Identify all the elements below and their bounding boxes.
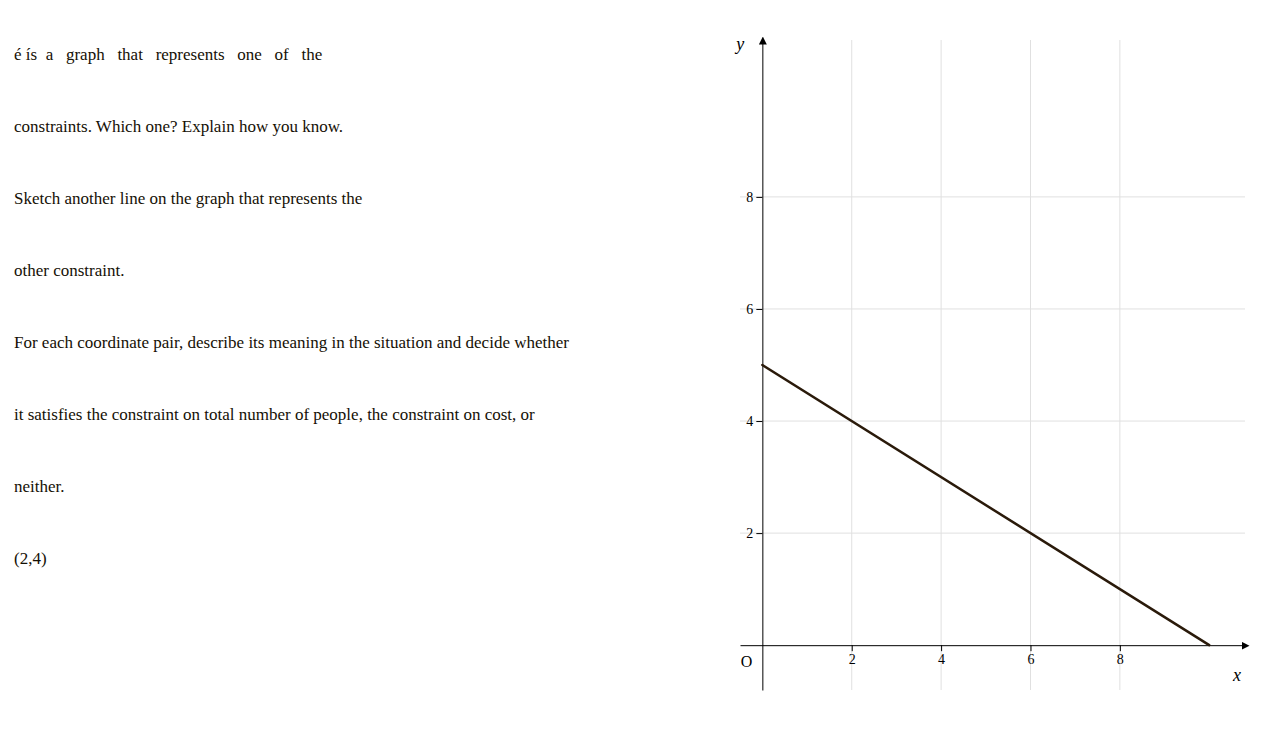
grid-line-x <box>851 40 852 690</box>
x-tick: 8 <box>1117 645 1124 667</box>
grid-line-y <box>740 196 1245 197</box>
y-tick-label: 6 <box>746 302 753 317</box>
grid-line-y <box>740 308 1245 309</box>
x-axis: 2 4 6 8 <box>741 645 1246 667</box>
x-tick-label: 2 <box>849 652 856 667</box>
y-tick-label: 8 <box>746 190 753 205</box>
y-axis-label: y <box>734 34 744 54</box>
y-tick-mark <box>756 421 762 422</box>
y-tick: 8 <box>746 190 762 205</box>
x-tick-label: 4 <box>938 652 945 667</box>
x-tick-mark <box>852 645 853 651</box>
prompt-text: (2,4) <box>14 549 47 568</box>
y-axis: 2 4 6 8 <box>746 41 763 691</box>
y-tick-mark <box>756 533 762 534</box>
y-tick-mark <box>756 309 762 310</box>
chart: 2 4 6 8 2 4 6 8 x y Oé ís a graph that represents … <box>0 0 1288 739</box>
prompt-text: constraints. Which one? Explain how you … <box>14 117 343 136</box>
x-axis-label: x <box>1232 665 1241 685</box>
y-tick: 2 <box>746 526 762 541</box>
prompt-text: For each coordinate pair, describe its m… <box>14 333 569 352</box>
grid-line-x <box>941 40 942 690</box>
prompt-text: Sketch another line on the graph that re… <box>14 189 362 208</box>
x-tick-mark <box>1120 645 1121 651</box>
y-tick: 6 <box>746 302 762 317</box>
grid-line-x <box>1119 40 1120 690</box>
x-tick-label: 8 <box>1117 652 1124 667</box>
y-tick-mark <box>756 197 762 198</box>
x-tick-mark <box>1030 645 1031 651</box>
prompt-text: neither. <box>14 477 65 496</box>
grid-line-y <box>740 533 1245 534</box>
prompt-text: it satisfies the constraint on total num… <box>14 405 535 424</box>
prompt-text: é ís a graph that represents one of the <box>14 45 322 64</box>
y-tick-label: 2 <box>746 526 753 541</box>
plot-area <box>762 365 1209 645</box>
x-tick-label: 6 <box>1027 652 1034 667</box>
origin-label: O <box>741 653 753 670</box>
grid-line-x <box>1030 40 1031 690</box>
y-tick-label: 4 <box>746 414 753 429</box>
x-tick-mark <box>941 645 942 651</box>
x-axis-line <box>741 645 1246 646</box>
prompt-text: other constraint. <box>14 261 124 280</box>
x-tick: 6 <box>1027 645 1034 667</box>
constraint-line <box>762 365 1209 645</box>
y-tick: 4 <box>746 414 762 429</box>
grid <box>740 40 1245 690</box>
x-tick: 4 <box>938 645 945 667</box>
x-tick: 2 <box>849 645 856 667</box>
grid-line-y <box>740 421 1245 422</box>
